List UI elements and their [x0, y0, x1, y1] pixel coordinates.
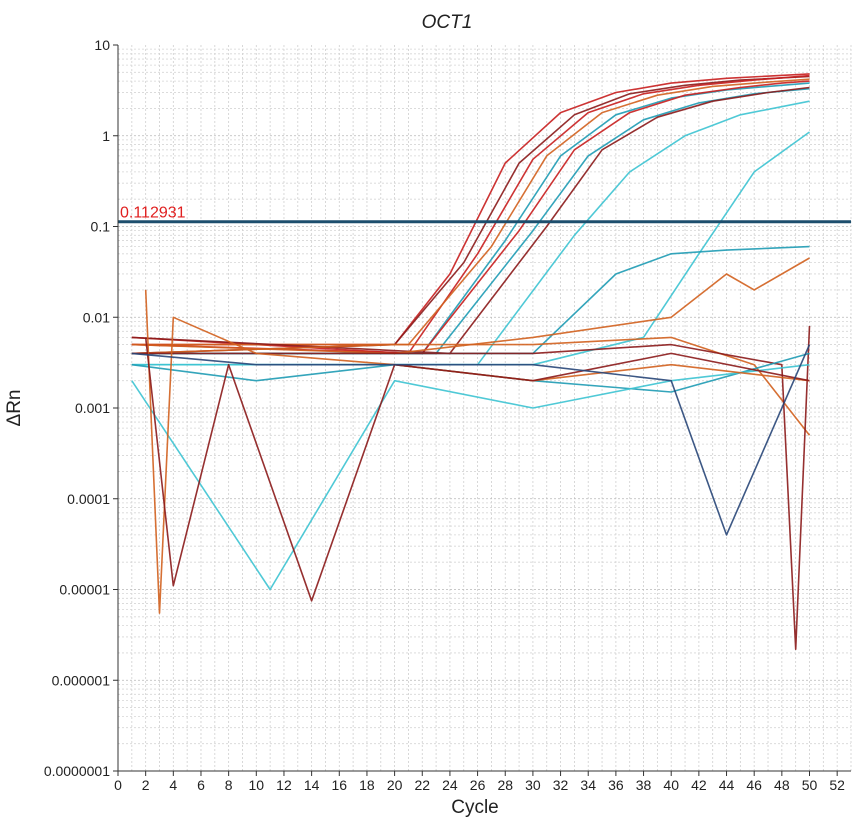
x-axis-label: Cycle: [451, 797, 499, 818]
x-tick-label: 42: [691, 777, 707, 793]
x-tick-label: 2: [142, 777, 150, 793]
x-tick-label: 16: [331, 777, 347, 793]
amplification-curves: [131, 73, 811, 651]
x-tick-label: 40: [663, 777, 679, 793]
amplification-curve-17: [144, 289, 810, 614]
x-tick-label: 14: [304, 777, 320, 793]
x-tick-label: 0: [114, 777, 122, 793]
x-tick-label: 28: [497, 777, 513, 793]
amplification-curve-14: [131, 325, 811, 651]
x-tick-label: 4: [169, 777, 177, 793]
x-tick-label: 34: [580, 777, 596, 793]
plot-background: [118, 45, 851, 771]
x-tick-label: 46: [746, 777, 762, 793]
x-tick-label: 24: [442, 777, 458, 793]
x-tick-label: 44: [719, 777, 735, 793]
amplification-curve-2: [131, 75, 810, 355]
amplification-curve-6: [131, 80, 810, 355]
amplification-curve-19: [131, 344, 811, 536]
amplification-curve-3: [131, 74, 810, 355]
y-axis-ticks: 10 1 0.1 0.01 0.001 0.0001 0.00001 0.000001 0.00…: [44, 37, 118, 779]
y-tick-label: 0.0000001: [44, 763, 110, 779]
x-tick-label: 18: [359, 777, 375, 793]
y-axis-label: ΔRn: [4, 390, 25, 427]
x-tick-label: 52: [829, 777, 845, 793]
amplification-curve-16: [131, 363, 810, 591]
x-tick-label: 12: [276, 777, 292, 793]
amplification-curve-5: [131, 82, 810, 355]
y-tick-label: 0.01: [83, 309, 110, 325]
amplification-curve-18: [144, 337, 810, 602]
x-tick-label: 48: [774, 777, 790, 793]
x-tick-label: 8: [225, 777, 233, 793]
y-tick-label: 0.1: [91, 219, 111, 235]
x-tick-label: 50: [802, 777, 818, 793]
amplification-curve-1: [131, 73, 810, 346]
y-tick-label: 10: [94, 37, 110, 53]
y-tick-label: 0.0001: [67, 491, 110, 507]
x-tick-label: 26: [470, 777, 486, 793]
x-tick-label: 36: [608, 777, 624, 793]
y-tick-label: 1: [102, 128, 110, 144]
x-tick-label: 30: [525, 777, 541, 793]
y-tick-label: 0.001: [75, 400, 110, 416]
grid: [117, 45, 852, 772]
x-tick-label: 32: [553, 777, 569, 793]
amplification-curve-13: [131, 336, 811, 436]
x-tick-label: 10: [249, 777, 265, 793]
x-tick-label: 6: [197, 777, 205, 793]
threshold-label: 0.112931: [120, 205, 186, 222]
y-tick-label: 0.00001: [59, 582, 110, 598]
x-tick-label: 38: [636, 777, 652, 793]
x-axis-ticks: 0 2 4 6 8 10 12 14 16 18 20 22 24 26 28 30 32 34 36 38 40 42 4…: [114, 771, 845, 793]
amplification-curve-8: [131, 86, 810, 355]
y-tick-label: 0.000001: [52, 672, 111, 688]
x-tick-label: 22: [414, 777, 430, 793]
x-tick-label: 20: [387, 777, 403, 793]
amplification-curve-4: [131, 78, 810, 346]
chart-title: OCT1: [422, 12, 473, 33]
